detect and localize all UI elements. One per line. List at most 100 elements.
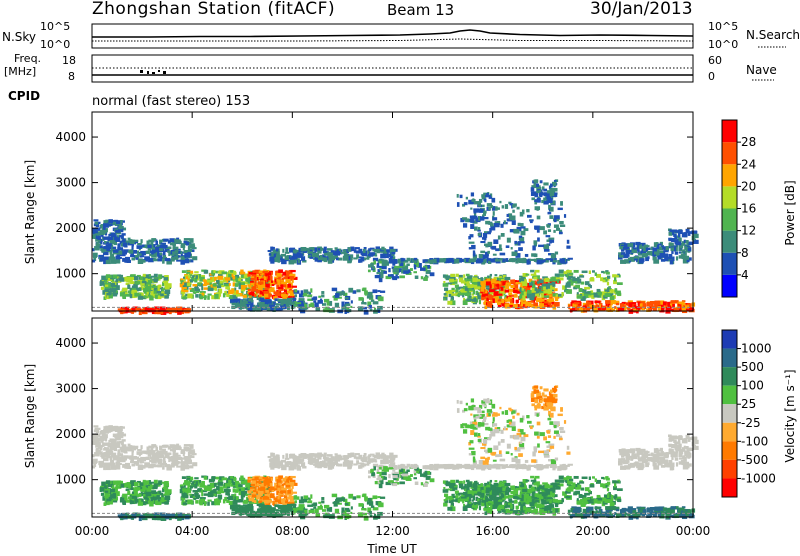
power-cell: [500, 287, 503, 291]
velocity-cell: [301, 453, 307, 457]
velocity-cell: [346, 509, 351, 512]
velocity-cell: [226, 500, 229, 503]
power-cell: [519, 258, 525, 263]
power-cell: [600, 277, 603, 281]
velocity-cell: [240, 506, 243, 510]
power-cell: [504, 277, 510, 280]
power-cell: [505, 258, 508, 262]
power-cell: [448, 282, 452, 284]
power-cell: [160, 243, 166, 245]
velocity-cell: [313, 502, 317, 505]
power-cell: [230, 270, 233, 273]
power-cell: [509, 305, 512, 307]
power-cell: [559, 221, 564, 224]
power-cell: [183, 277, 185, 279]
power-cell: [466, 298, 472, 301]
power-cell: [457, 202, 460, 207]
power-cell: [158, 289, 160, 291]
power-cell: [392, 269, 397, 272]
power-cell: [364, 290, 368, 294]
power-cell: [268, 294, 272, 297]
power-cell: [277, 281, 280, 284]
power-cell: [132, 290, 137, 293]
power-ytick-label: 2000: [55, 221, 86, 235]
power-cell: [532, 245, 535, 250]
power-cell: [541, 293, 544, 298]
velocity-cell: [290, 498, 295, 502]
velocity-cell: [109, 497, 112, 501]
power-cell: [473, 211, 476, 213]
velocity-cell: [108, 425, 113, 429]
power-cell: [187, 293, 192, 298]
velocity-cell: [331, 456, 334, 458]
velocity-cell: [96, 448, 99, 450]
power-cell: [484, 259, 486, 261]
power-cell: [178, 255, 181, 257]
power-cell: [508, 292, 512, 295]
power-cell: [509, 259, 513, 261]
velocity-cell: [123, 444, 125, 448]
power-cell: [195, 294, 198, 298]
velocity-cell: [157, 497, 161, 499]
power-cell: [430, 272, 435, 276]
power-cell: [540, 194, 543, 197]
power-cell: [361, 253, 367, 255]
velocity-cell: [149, 502, 154, 506]
power-cell: [329, 301, 332, 306]
power-cell: [607, 287, 609, 292]
velocity-cell: [324, 453, 327, 457]
velocity-cell: [160, 459, 162, 462]
power-cell: [543, 291, 546, 294]
power-cell: [207, 280, 213, 283]
power-cell: [155, 241, 158, 245]
power-cell: [511, 247, 513, 249]
power-cell: [668, 254, 672, 259]
velocity-cell: [290, 463, 295, 465]
power-cell: [506, 280, 509, 282]
power-cell: [616, 303, 620, 305]
power-cell: [234, 299, 239, 302]
power-cell: [159, 248, 163, 251]
power-cell: [92, 260, 95, 263]
power-cell: [187, 283, 190, 286]
velocity-cell: [388, 480, 394, 482]
velocity-cell: [197, 489, 201, 492]
power-cell: [502, 258, 505, 262]
power-cell: [189, 238, 193, 243]
power-cell: [577, 279, 581, 284]
power-ytick-label: 4000: [55, 130, 86, 144]
power-cell: [100, 230, 104, 235]
power-cell: [225, 277, 230, 280]
velocity-cell: [194, 477, 198, 479]
power-cell: [335, 247, 338, 249]
power-cell: [517, 207, 520, 210]
power-cell: [495, 248, 499, 251]
power-cell: [380, 274, 383, 278]
power-cell: [186, 276, 188, 279]
power-cell: [469, 258, 474, 262]
velocity-cell: [343, 462, 349, 467]
velocity-cell: [413, 477, 417, 479]
power-cell: [281, 299, 287, 303]
power-cell: [461, 291, 467, 293]
power-cell: [463, 223, 467, 227]
power-cell: [160, 245, 164, 248]
power-cell: [474, 285, 478, 288]
power-cell: [577, 295, 583, 299]
power-cell: [531, 301, 534, 303]
velocity-cell: [275, 502, 277, 504]
velocity-cell: [154, 494, 157, 496]
power-cell: [671, 251, 673, 254]
velocity-cell: [315, 463, 317, 466]
power-cell: [148, 280, 152, 283]
power-cell: [520, 223, 524, 226]
power-cell: [195, 275, 197, 279]
power-cell: [213, 283, 217, 287]
velocity-cell: [358, 465, 360, 469]
power-cell: [601, 271, 604, 273]
power-cell: [118, 277, 120, 281]
power-cell: [515, 282, 520, 284]
power-cell: [284, 304, 286, 306]
power-cell: [470, 208, 472, 210]
velocity-cell: [162, 466, 165, 470]
